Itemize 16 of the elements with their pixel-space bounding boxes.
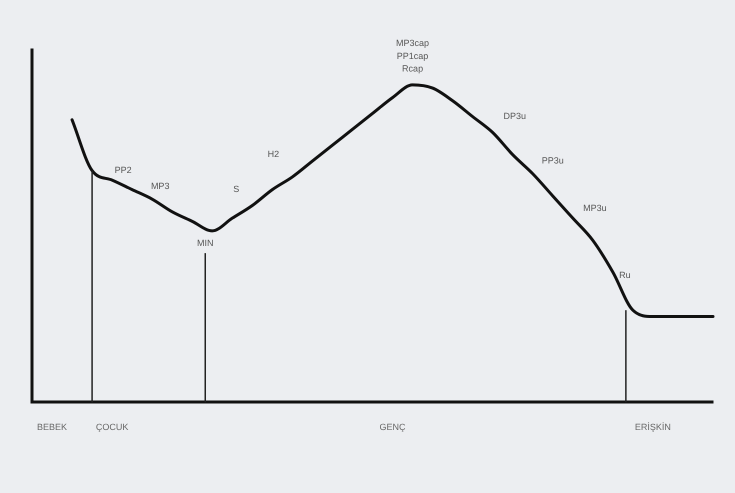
text: PP1cap xyxy=(396,50,428,61)
annotation: H2 xyxy=(268,149,280,160)
x-tick-label: ERİŞKİN xyxy=(634,422,671,432)
annotation: S xyxy=(233,184,240,194)
x-tick-label: GENÇ xyxy=(380,422,406,432)
x-tick-label: BEBEK xyxy=(37,422,68,432)
annotation: PP3u xyxy=(542,156,564,166)
text: MP3cap xyxy=(396,38,430,48)
annotation: MP3 xyxy=(150,180,170,191)
annotation: Ru xyxy=(619,270,631,280)
annotation: MP3u xyxy=(583,203,607,214)
annotation: DP3u xyxy=(503,111,526,122)
x-tick-label: ÇOCUK xyxy=(96,422,128,432)
annotation: PP2 xyxy=(114,165,132,176)
text: Rcap xyxy=(402,64,424,74)
annotation: MIN xyxy=(197,238,214,248)
